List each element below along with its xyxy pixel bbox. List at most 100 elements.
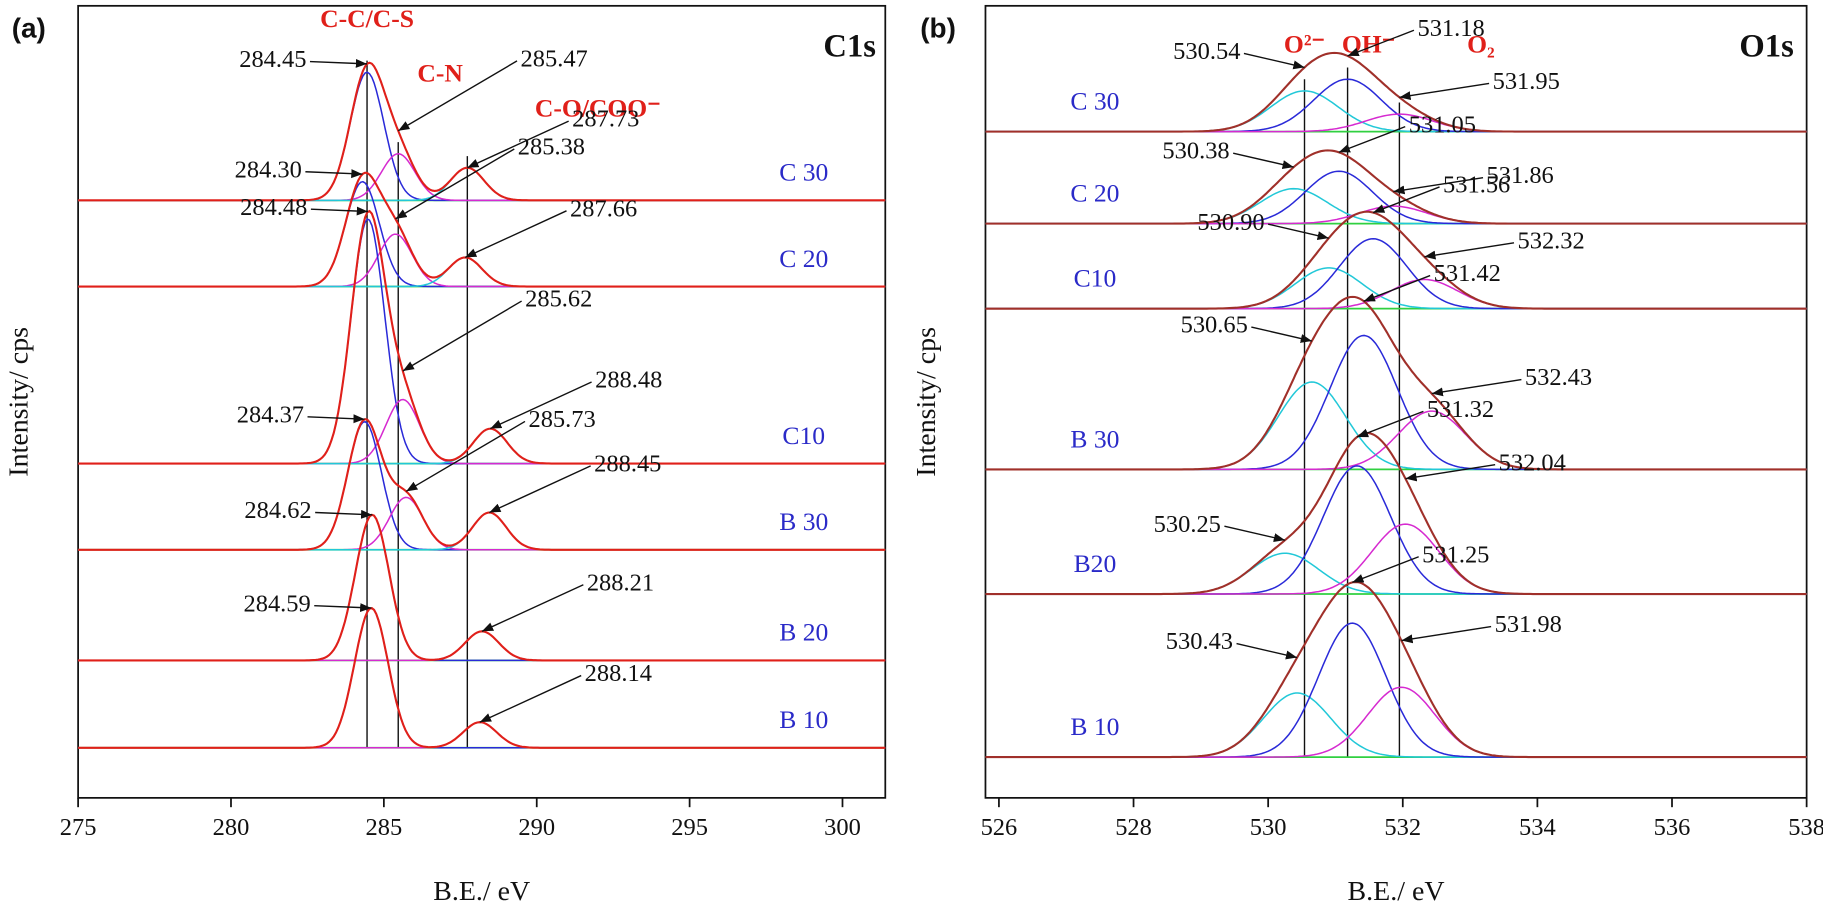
group-label: OH⁻ bbox=[1342, 29, 1395, 58]
plot-frame bbox=[984, 4, 1808, 799]
group-label: C-N bbox=[417, 59, 463, 88]
annotation-arrow bbox=[1338, 126, 1406, 153]
peak-label: 532.43 bbox=[1525, 364, 1592, 391]
annotation-arrow bbox=[397, 60, 518, 132]
envelope bbox=[78, 209, 886, 465]
sample-label: B20 bbox=[1074, 549, 1117, 578]
x-tick-label: 534 bbox=[1519, 814, 1556, 841]
envelope bbox=[985, 295, 1807, 471]
component-peak bbox=[78, 496, 886, 551]
component-peak bbox=[78, 256, 886, 288]
annotation-arrow bbox=[1347, 29, 1415, 57]
peak-label: 284.62 bbox=[244, 497, 311, 524]
panel-label: (b) bbox=[920, 13, 956, 44]
peak-label: 530.54 bbox=[1173, 38, 1240, 65]
component-peak bbox=[78, 180, 886, 288]
peak-label: 284.45 bbox=[239, 46, 306, 73]
annotation-arrow bbox=[1393, 176, 1484, 195]
annotation-arrow bbox=[1352, 556, 1419, 584]
core-level: C1s bbox=[823, 28, 876, 64]
peak-label: 285.47 bbox=[521, 46, 588, 73]
component-peak bbox=[78, 630, 886, 662]
annotation-arrow bbox=[1243, 52, 1305, 70]
annotation-arrow bbox=[1236, 642, 1298, 660]
annotation-arrow bbox=[307, 414, 365, 424]
component-peak bbox=[78, 420, 886, 551]
x-tick-label: 536 bbox=[1654, 814, 1691, 841]
peak-label: 530.25 bbox=[1154, 511, 1221, 538]
component-peak bbox=[78, 233, 886, 288]
x-tick-label: 530 bbox=[1250, 814, 1287, 841]
envelope bbox=[78, 171, 886, 288]
peak-label: 531.98 bbox=[1495, 611, 1562, 638]
plot-frame bbox=[77, 4, 887, 799]
annotation-arrow bbox=[402, 300, 522, 372]
annotation-arrow bbox=[305, 169, 363, 179]
sample-label: C 30 bbox=[779, 158, 828, 187]
x-tick-label: 280 bbox=[213, 814, 250, 841]
peak-label: 288.14 bbox=[585, 660, 652, 687]
peak-label: 530.43 bbox=[1166, 628, 1233, 655]
sample-label: B 20 bbox=[779, 618, 828, 647]
sample-label: B 10 bbox=[779, 705, 828, 734]
annotation-arrow bbox=[479, 674, 582, 723]
annotation-arrow bbox=[1268, 223, 1329, 240]
sample-label: C10 bbox=[782, 421, 825, 450]
component-peak bbox=[985, 205, 1807, 225]
annotation-arrow bbox=[489, 465, 591, 514]
group-label: C-C/C-S bbox=[320, 4, 414, 33]
sample-label: B 30 bbox=[1070, 424, 1119, 453]
peak-label: 531.95 bbox=[1493, 68, 1560, 95]
peak-label: 285.62 bbox=[525, 286, 592, 313]
peak-label: 532.04 bbox=[1499, 449, 1566, 476]
peak-label: 531.56 bbox=[1443, 172, 1510, 199]
annotation-arrow bbox=[1356, 410, 1424, 438]
peak-label: 285.38 bbox=[518, 134, 585, 161]
group-label: O²⁻ bbox=[1284, 29, 1325, 58]
annotation-arrow bbox=[481, 584, 584, 632]
annotation-arrow bbox=[489, 381, 592, 430]
peak-label: 530.90 bbox=[1197, 209, 1264, 236]
x-tick-label: 290 bbox=[518, 814, 555, 841]
annotation-arrow bbox=[314, 603, 372, 613]
peak-label: 531.18 bbox=[1417, 15, 1484, 42]
envelope bbox=[78, 417, 886, 551]
peak-label: 287.66 bbox=[570, 195, 637, 222]
x-tick-label: 538 bbox=[1788, 814, 1823, 841]
envelope bbox=[78, 513, 886, 662]
group-label: O₂ bbox=[1467, 29, 1495, 58]
annotation-arrow bbox=[1233, 152, 1294, 169]
annotation-arrow bbox=[309, 58, 368, 68]
annotation-arrow bbox=[464, 210, 567, 259]
x-tick-label: 300 bbox=[824, 814, 861, 841]
x-tick-label: 285 bbox=[366, 814, 403, 841]
peak-label: 531.86 bbox=[1487, 162, 1554, 189]
x-tick-label: 295 bbox=[671, 814, 708, 841]
x-tick-label: 275 bbox=[60, 814, 97, 841]
peak-label: 288.48 bbox=[595, 367, 662, 394]
sample-label: C10 bbox=[1074, 264, 1117, 293]
peak-label: 531.25 bbox=[1422, 541, 1489, 568]
panel-label: (a) bbox=[12, 13, 46, 44]
peak-label: 288.21 bbox=[587, 569, 654, 596]
envelope bbox=[985, 580, 1807, 759]
annotation-arrow bbox=[1399, 82, 1490, 101]
x-tick-label: 526 bbox=[981, 814, 1018, 841]
component-peak bbox=[78, 166, 886, 202]
component-peak bbox=[78, 511, 886, 551]
peak-label: 287.73 bbox=[572, 106, 639, 133]
x-tick-label: 532 bbox=[1384, 814, 1421, 841]
peak-label: 288.45 bbox=[594, 451, 661, 478]
envelope bbox=[985, 431, 1807, 596]
peak-label: 532.32 bbox=[1517, 227, 1584, 254]
annotation-arrow bbox=[1372, 186, 1440, 214]
annotation-arrow bbox=[1224, 525, 1286, 543]
y-axis-label: Intensity/ cps bbox=[911, 327, 942, 477]
annotation-arrow bbox=[1405, 463, 1496, 482]
sample-label: B 30 bbox=[779, 507, 828, 536]
y-axis-label: Intensity/ cps bbox=[3, 327, 34, 477]
peak-label: 284.48 bbox=[240, 194, 307, 221]
component-peak bbox=[78, 513, 886, 662]
x-axis-label: B.E./ eV bbox=[433, 876, 530, 907]
